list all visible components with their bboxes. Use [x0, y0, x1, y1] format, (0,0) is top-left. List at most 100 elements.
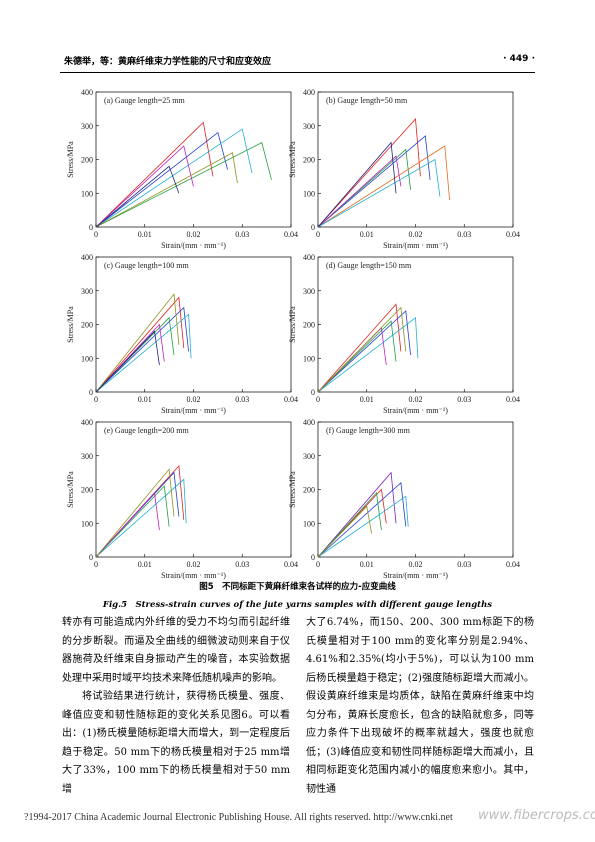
y-tick-label: 300 — [303, 287, 315, 296]
x-tick-label: 0.04 — [284, 395, 298, 404]
stress-strain-curve — [95, 478, 187, 558]
x-tick-label: 0.03 — [457, 230, 471, 239]
stress-strain-curve — [317, 320, 397, 393]
x-tick-label: 0.02 — [187, 560, 201, 569]
x-tick-label: 0 — [316, 230, 320, 239]
x-tick-label: 0 — [316, 395, 320, 404]
stress-strain-curve — [317, 141, 397, 228]
y-tick-label: 200 — [81, 156, 93, 165]
x-tick-label: 0.04 — [506, 230, 520, 239]
y-tick-label: 100 — [81, 519, 93, 528]
y-tick-label: 300 — [81, 287, 93, 296]
x-tick-label: 0.01 — [138, 230, 152, 239]
y-axis-label: Stress/MPa — [66, 471, 75, 508]
page-number: · 449 · — [503, 54, 535, 64]
x-tick-label: 0.04 — [284, 560, 298, 569]
y-tick-label: 400 — [303, 418, 315, 427]
x-tick-label: 0.02 — [187, 230, 201, 239]
running-head: 朱德举，等：黄麻纤维束力学性能的尺寸和应变效应 — [64, 57, 272, 67]
y-tick-label: 300 — [303, 452, 315, 461]
x-axis-label: Strain/(mm · mm⁻¹) — [161, 571, 226, 580]
y-tick-label: 400 — [303, 253, 315, 262]
paragraph: 大了6.74%，而150、200、300 mm标距下的杨氏模量相对于100 mm… — [306, 617, 534, 795]
stress-strain-curve — [95, 468, 175, 558]
x-axis-label: Strain/(mm · mm⁻¹) — [161, 406, 226, 415]
y-tick-label: 200 — [81, 321, 93, 330]
y-tick-label: 100 — [303, 189, 315, 198]
y-tick-label: 100 — [81, 189, 93, 198]
stress-strain-curve — [317, 148, 411, 228]
stress-strain-curve — [317, 303, 402, 393]
chart-title: (c) Gauge length=100 mm — [104, 261, 189, 270]
x-tick-label: 0.02 — [409, 230, 423, 239]
stress-strain-curve — [95, 330, 160, 393]
stress-strain-curve — [317, 495, 409, 558]
x-tick-label: 0 — [94, 230, 98, 239]
paragraph: 将试验结果进行统计，获得杨氏模量、强度、峰值应变和韧性随标距的变化关系见图6。可… — [62, 691, 290, 795]
y-tick-label: 300 — [303, 122, 315, 131]
stress-strain-curve — [317, 118, 421, 228]
y-axis-label: Stress/MPa — [66, 141, 75, 178]
y-tick-label: 400 — [81, 418, 93, 427]
stress-strain-curve — [95, 142, 272, 228]
x-axis-label: Strain/(mm · mm⁻¹) — [383, 241, 448, 250]
x-tick-label: 0 — [316, 560, 320, 569]
y-tick-label: 200 — [303, 321, 315, 330]
y-tick-label: 200 — [303, 156, 315, 165]
y-tick-label: 0 — [311, 223, 315, 232]
x-axis-label: Strain/(mm · mm⁻¹) — [383, 406, 448, 415]
plot-frame — [95, 91, 292, 228]
stress-strain-curve — [317, 135, 431, 228]
stress-strain-curve — [95, 296, 185, 393]
x-tick-label: 0 — [94, 395, 98, 404]
stress-strain-curve — [95, 145, 194, 228]
x-axis-label: Strain/(mm · mm⁻¹) — [383, 571, 448, 580]
y-tick-label: 100 — [303, 519, 315, 528]
stress-strain-curve — [317, 488, 387, 558]
x-tick-label: 0.01 — [360, 230, 374, 239]
stress-strain-curve — [95, 485, 170, 558]
x-tick-label: 0.03 — [235, 230, 249, 239]
plot-frame — [95, 256, 292, 393]
y-axis-label: Stress/MPa — [66, 306, 75, 343]
stress-strain-curve — [317, 491, 382, 558]
stress-strain-curve — [95, 165, 180, 228]
y-tick-label: 200 — [303, 486, 315, 495]
y-axis-label: Stress/MPa — [288, 306, 297, 343]
stress-strain-curve — [317, 505, 372, 558]
x-tick-label: 0.01 — [360, 560, 374, 569]
stress-strain-curve — [317, 310, 411, 393]
y-axis-label: Stress/MPa — [288, 471, 297, 508]
x-tick-label: 0.02 — [409, 395, 423, 404]
text-column: 大了6.74%，而150、200、300 mm标距下的杨氏模量相对于100 mm… — [306, 614, 534, 799]
chart-title: (f) Gauge length=300 mm — [326, 426, 411, 435]
y-tick-label: 0 — [89, 553, 93, 562]
stress-strain-curve — [317, 158, 441, 228]
stress-strain-curve — [95, 306, 189, 393]
stress-strain-curve — [317, 306, 407, 393]
stress-strain-curve — [95, 152, 238, 228]
x-tick-label: 0.03 — [457, 560, 471, 569]
x-tick-label: 0.04 — [506, 560, 520, 569]
y-tick-label: 100 — [303, 354, 315, 363]
y-tick-label: 0 — [311, 553, 315, 562]
x-tick-label: 0.02 — [187, 395, 201, 404]
caption-cn: 图5 不同标距下黄麻纤维束各试样的应力-应变曲线 — [199, 582, 396, 592]
x-tick-label: 0.01 — [138, 560, 152, 569]
x-tick-label: 0.02 — [409, 560, 423, 569]
y-tick-label: 400 — [303, 88, 315, 97]
x-tick-label: 0.04 — [284, 230, 298, 239]
x-tick-label: 0.04 — [506, 395, 520, 404]
text-column: 转亦有可能造成内外纤维的受力不均匀而引起纤维的分步断裂。而逼及全曲线的细微波动则… — [62, 614, 290, 799]
caption-en: Fig.5 Stress-strain curves of the jute y… — [102, 600, 493, 610]
header-rule — [60, 72, 535, 73]
y-tick-label: 100 — [81, 354, 93, 363]
stress-strain-curve — [95, 121, 214, 228]
x-tick-label: 0 — [94, 560, 98, 569]
copyright: ?1994-2017 China Academic Journal Electr… — [24, 812, 453, 823]
stress-strain-curve — [95, 313, 192, 393]
y-tick-label: 0 — [311, 388, 315, 397]
chart-title: (e) Gauge length=200 mm — [104, 426, 189, 435]
plot-frame — [317, 91, 514, 228]
stress-strain-curve — [95, 293, 180, 393]
